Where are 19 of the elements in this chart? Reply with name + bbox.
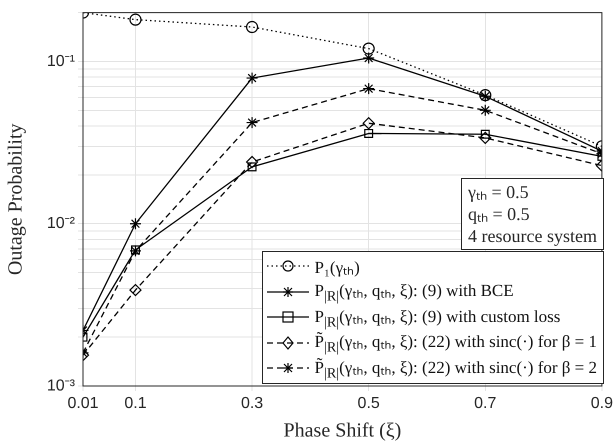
legend-label: P₁(γₜₕ) — [314, 256, 360, 278]
x-tick-label: 0.01 — [67, 395, 99, 412]
y-tick-label: 10⁻³ — [46, 377, 76, 394]
x-tick-label: 0.5 — [358, 395, 380, 412]
annotation: qₜₕ = 0.5 — [468, 203, 531, 225]
legend-label: P$_{|R|}$(γₜₕ, qₜₕ, ξ): (9) with custom loss — [314, 306, 560, 331]
y-axis-title: Outage Probability — [4, 123, 26, 276]
legend-label: P$_{|R|}$(γₜₕ, qₜₕ, ξ): (9) with BCE — [314, 280, 514, 306]
legend-label: P̃$_{|R|}$(γₜₕ, qₜₕ, ξ): (22) with sinc(·) for β = 1 — [314, 331, 597, 356]
y-tick-label: 10⁻² — [46, 215, 76, 232]
x-tick-label: 0.3 — [240, 395, 264, 412]
legend-label: P̃$_{|R|}$(γₜₕ, qₜₕ, ξ): (22) with sinc(·) for β = 2 — [314, 356, 597, 382]
x-tick-label: 0.9 — [590, 395, 614, 412]
y-tick-label: 10⁻¹ — [46, 52, 75, 70]
x-tick-label: 0.7 — [474, 395, 496, 412]
x-tick-label: 0.1 — [124, 395, 147, 412]
annotation: γₜₕ = 0.5 — [468, 181, 530, 203]
x-axis-title: Phase Shift (ξ) — [284, 419, 402, 442]
annotation: 4 resource system — [468, 225, 597, 247]
